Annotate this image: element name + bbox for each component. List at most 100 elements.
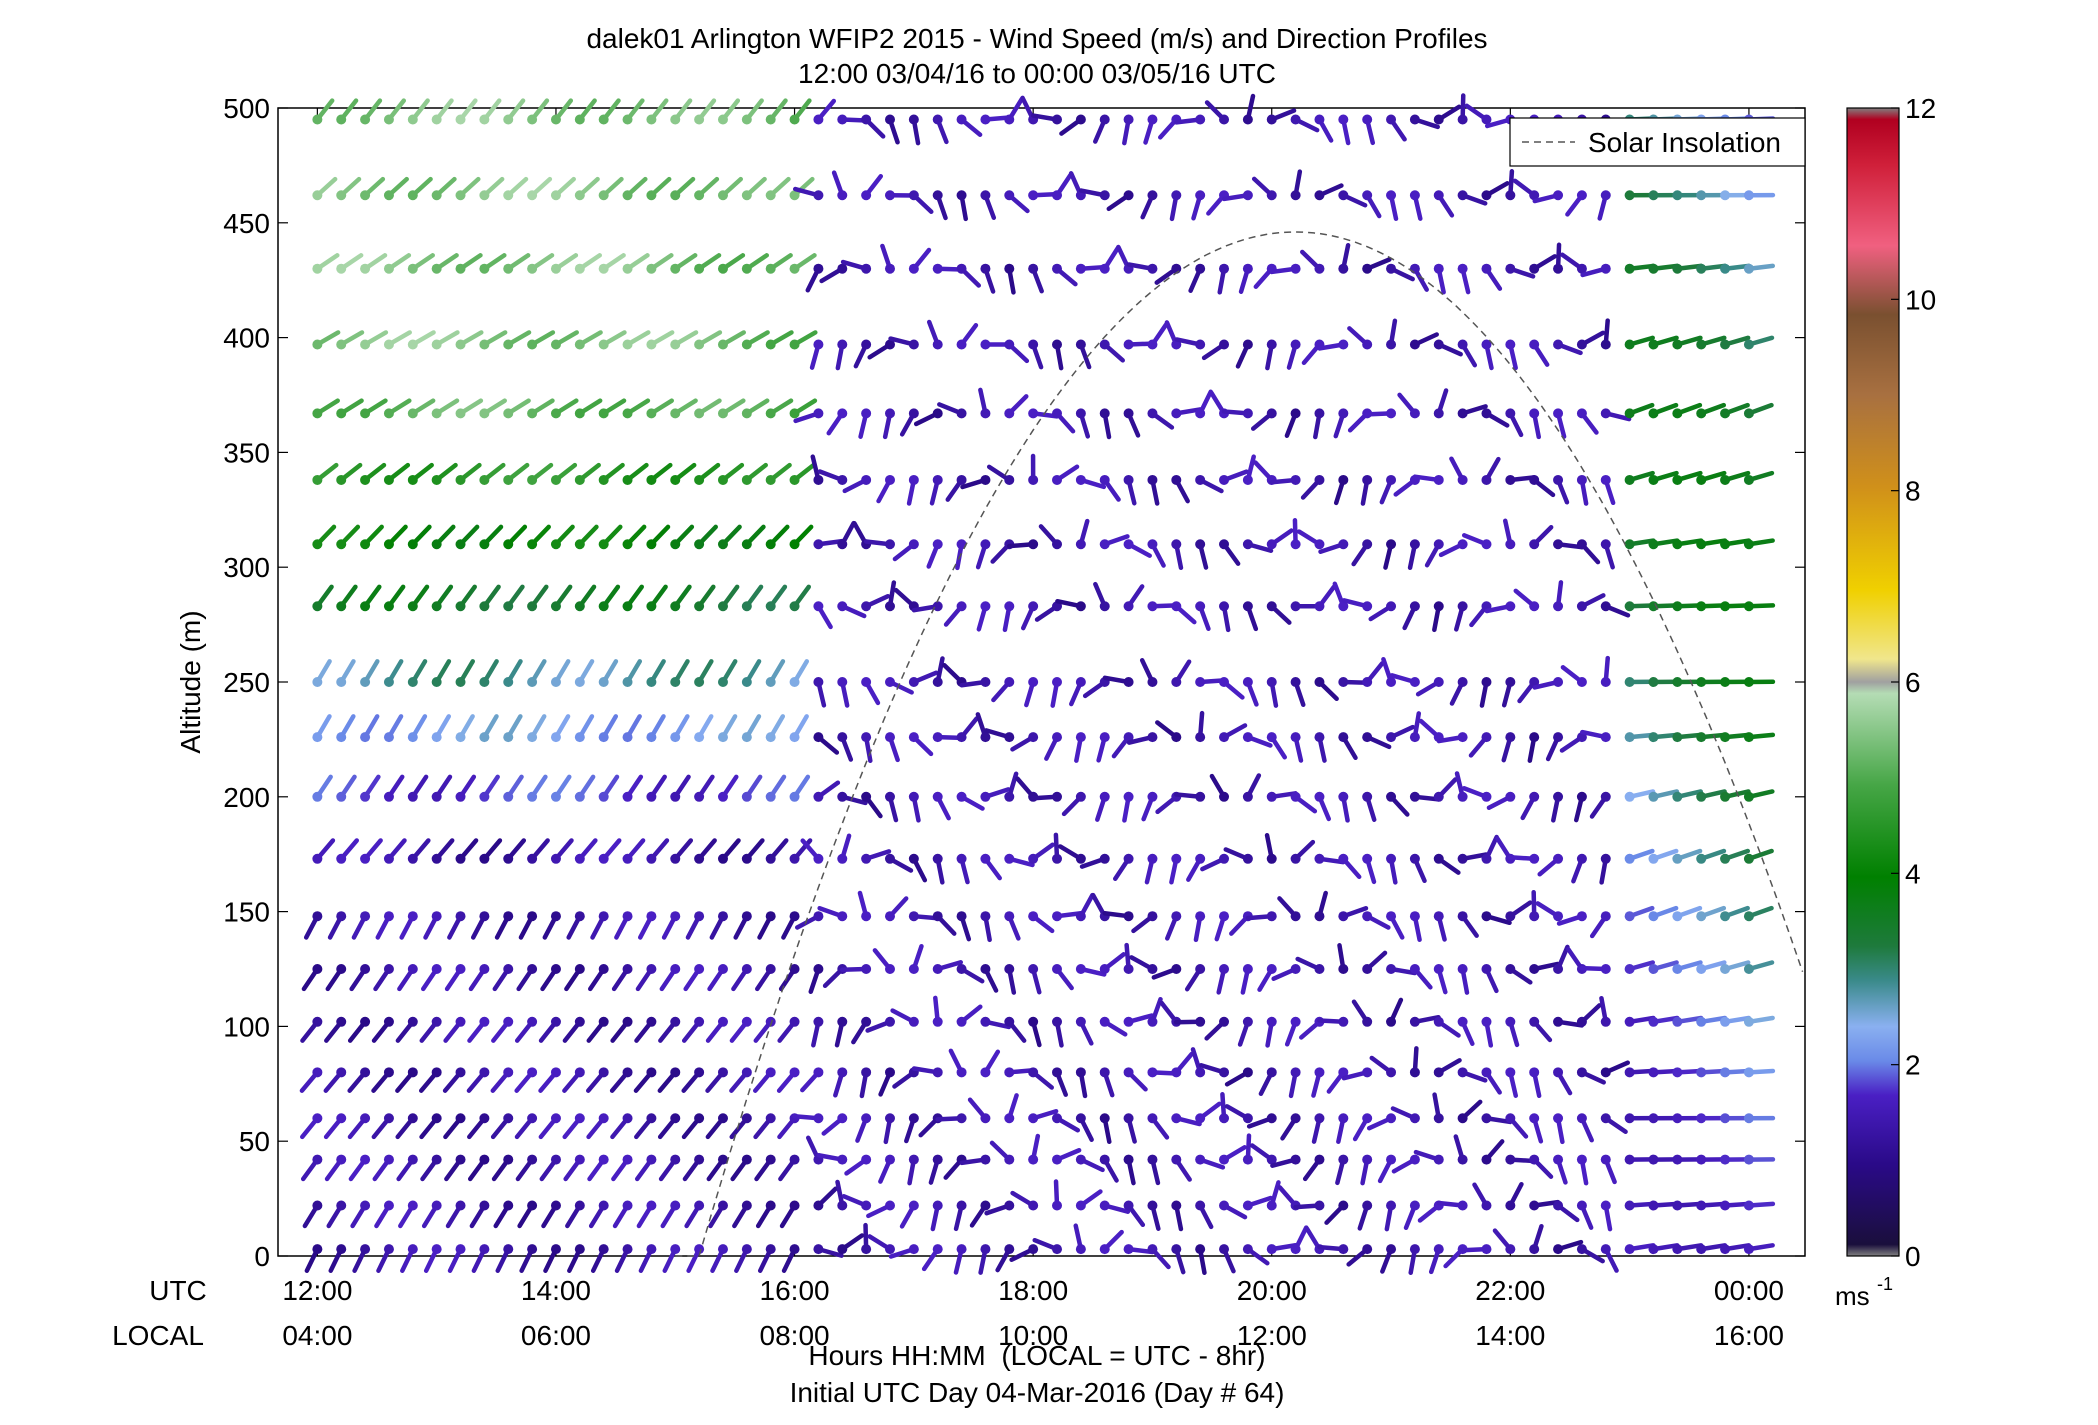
wind-barb-dot (1290, 539, 1301, 550)
wind-barb-dot (1672, 964, 1683, 974)
wind-barb-dot (1362, 339, 1373, 350)
wind-barb-dot (956, 1067, 967, 1078)
wind-barb-dot (407, 964, 418, 974)
wind-barb-dot (336, 408, 347, 419)
wind-barb-dot (765, 964, 776, 974)
wind-barb-dot (670, 911, 681, 922)
wind-barb-dot (1242, 1244, 1253, 1255)
wind-barb-dot (694, 114, 705, 125)
wind-barb-dot (622, 853, 633, 864)
wind-barb-dot (908, 339, 919, 350)
wind-barb-dot (312, 263, 323, 274)
wind-barb-dot (383, 677, 394, 687)
wind-barb-dot (336, 339, 347, 350)
wind-barb-dot (1386, 1067, 1397, 1078)
wind-barb-dot (1099, 964, 1110, 974)
wind-barb-dot (670, 474, 681, 485)
wind-barb-dot (312, 791, 323, 802)
wind-barb-dot (336, 732, 347, 743)
wind-barb-dot (1123, 408, 1134, 419)
wind-barb-dot (431, 1200, 442, 1211)
wind-barb-dot (574, 114, 585, 125)
wind-barb-dot (765, 1200, 776, 1211)
wind-barb-dot (1433, 1244, 1444, 1255)
wind-barb-dot (1743, 408, 1754, 419)
x-tick-label-utc: 18:00 (998, 1275, 1068, 1306)
wind-barb-dot (360, 1200, 371, 1211)
wind-barb-dot (1266, 408, 1277, 419)
wind-barb-dot (622, 1244, 633, 1255)
wind-barb-dot (1147, 474, 1158, 485)
wind-barb-dot (622, 964, 633, 974)
wind-barb-dot (1648, 964, 1659, 974)
wind-barb-dot (1266, 1154, 1277, 1165)
wind-barb-dot (407, 1200, 418, 1211)
x-tick-label-local: 14:00 (1475, 1320, 1545, 1351)
wind-barb-dot (884, 677, 895, 687)
wind-barb-dot (1696, 1016, 1707, 1027)
wind-barb-dot (837, 1154, 848, 1165)
wind-barb-dot (1004, 190, 1015, 201)
wind-barb-dot (741, 601, 752, 612)
wind-barb-dot (574, 911, 585, 922)
wind-barb-dot (527, 732, 538, 743)
wind-barb-dot (527, 263, 538, 274)
wind-barb-dot (1624, 964, 1635, 974)
wind-barb-dot (646, 853, 657, 864)
wind-barb-dot (1743, 853, 1754, 864)
wind-barb-dot (598, 1244, 609, 1255)
wind-barb-dot (741, 1244, 752, 1255)
wind-barb-dot (1362, 791, 1373, 802)
wind-barb-dot (1195, 1113, 1206, 1124)
wind-barb-dot (837, 263, 848, 274)
wind-barb-dot (479, 190, 490, 201)
wind-barb-dot (1409, 1244, 1420, 1255)
wind-barb-dot (407, 677, 418, 687)
wind-barb-dot (789, 1016, 800, 1027)
wind-barb-dot (1457, 911, 1468, 922)
wind-barb-dot (1409, 964, 1420, 974)
wind-barb-dot (1004, 601, 1015, 612)
wind-barb-dot (837, 791, 848, 802)
wind-barb-dot (1672, 677, 1683, 687)
wind-barb-dot (932, 791, 943, 802)
wind-barb-dot (1028, 732, 1039, 743)
wind-barb-dot (1052, 539, 1063, 550)
wind-barb-dot (1505, 474, 1516, 485)
wind-barb-dot (1242, 408, 1253, 419)
wind-barb-dot (1481, 263, 1492, 274)
wind-barb-dot (550, 853, 561, 864)
wind-barb-dot (1696, 408, 1707, 419)
wind-barb-dot (574, 853, 585, 864)
wind-barb-dot (503, 911, 514, 922)
wind-barb-dot (336, 1067, 347, 1078)
wind-barb-dot (1219, 732, 1230, 743)
wind-barb-dot (1409, 1016, 1420, 1027)
wind-barb-dot (1409, 911, 1420, 922)
wind-barb-dot (1672, 408, 1683, 419)
wind-barb-dot (383, 732, 394, 743)
wind-barb-dot (431, 1016, 442, 1027)
wind-barb-dot (1433, 677, 1444, 687)
colorbar-tick-label: 10 (1905, 284, 1936, 315)
wind-barb-dot (1266, 339, 1277, 350)
wind-barb-dot (1242, 732, 1253, 743)
wind-barb-dot (1600, 1244, 1611, 1255)
wind-barb-dot (1004, 791, 1015, 802)
wind-barb-dot (360, 1113, 371, 1124)
wind-barb-dot (550, 539, 561, 550)
wind-barb-dot (884, 791, 895, 802)
wind-barb-dot (1600, 853, 1611, 864)
wind-barb-dot (1052, 1113, 1063, 1124)
wind-barb-dot (670, 1154, 681, 1165)
wind-barb-dot (1123, 339, 1134, 350)
wind-barb-dot (503, 964, 514, 974)
wind-barb-dot (1075, 263, 1086, 274)
wind-barb-dot (1696, 964, 1707, 974)
wind-barb-dot (527, 964, 538, 974)
wind-barb-dot (1696, 677, 1707, 687)
wind-barb-dot (741, 853, 752, 864)
wind-barb-dot (1147, 677, 1158, 687)
wind-barb-dot (550, 263, 561, 274)
wind-barb-dot (431, 1067, 442, 1078)
